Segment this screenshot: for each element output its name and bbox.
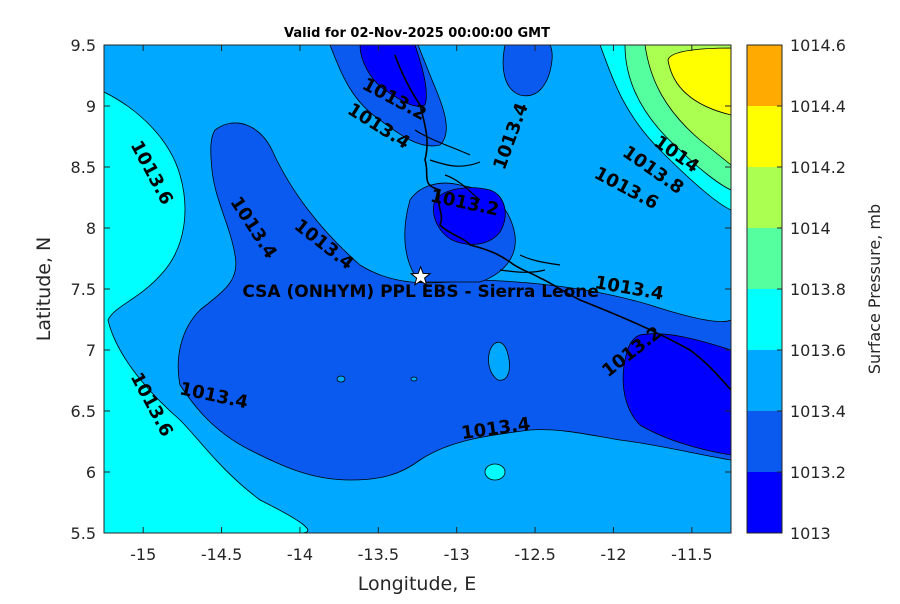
contour-field <box>104 45 731 533</box>
site-label: CSA (ONHYM) PPL EBS - Sierra Leone <box>242 282 599 302</box>
star-icon <box>409 265 432 287</box>
band-1013-2-to-1013-4-n-blob <box>502 45 553 97</box>
y-axis: 5.5 6 6.5 7 7.5 8 8.5 9 9.5 <box>71 36 731 543</box>
band-1013-to-1013-2-north <box>359 45 427 107</box>
colorbar-swatch <box>747 106 782 167</box>
y-tick-label: 8.5 <box>71 158 96 177</box>
colorbar-tick-label: 1014.4 <box>790 97 846 116</box>
band-1013-2-to-1013-4-lobe <box>177 122 731 481</box>
colorbar-tick-label: 1014 <box>790 219 831 238</box>
y-tick-label: 5.5 <box>71 524 96 543</box>
x-tick-label: -15 <box>130 545 156 564</box>
x-tick-label: -11.5 <box>671 545 712 564</box>
x-tick-label: -13 <box>444 545 470 564</box>
colorbar-tick-label: 1013.6 <box>790 341 846 360</box>
colorbar-tick-label: 1013.8 <box>790 280 846 299</box>
x-tick-label: -14.5 <box>201 545 242 564</box>
band-1013-4-to-1013-6-west <box>104 91 309 533</box>
y-tick-label: 8 <box>86 219 96 238</box>
x-tick-label: -13.5 <box>358 545 399 564</box>
x-axis-label: Longitude, E <box>358 573 477 595</box>
band-1013-to-1013-2-center <box>433 187 506 245</box>
y-tick-label: 6.5 <box>71 402 96 421</box>
x-tick-label: -12 <box>600 545 626 564</box>
band-island-4 <box>410 376 418 382</box>
coastline-details <box>414 129 561 273</box>
band-island-2 <box>484 463 506 481</box>
colorbar-tick-label: 1013.2 <box>790 463 846 482</box>
coastline <box>394 54 731 391</box>
y-tick-label: 7 <box>86 341 96 360</box>
colorbar-label: Surface Pressure, mb <box>865 204 884 374</box>
colorbar-swatch <box>747 289 782 350</box>
colorbar-tick-label: 1013 <box>790 524 831 543</box>
x-axis: -15 -14.5 -14 -13.5 -13 -12.5 -12 -11.5 <box>130 45 713 564</box>
y-axis-label: Latitude, N <box>33 237 55 342</box>
colorbar-swatch <box>747 472 782 533</box>
colorbar-swatch <box>747 350 782 411</box>
site-group: CSA (ONHYM) PPL EBS - Sierra Leone <box>242 265 599 302</box>
y-tick-label: 9.5 <box>71 36 96 55</box>
y-tick-label: 6 <box>86 463 96 482</box>
y-tick-label: 9 <box>86 97 96 116</box>
colorbar-tick-label: 1014.6 <box>790 36 846 55</box>
colorbar-tick-label: 1013.4 <box>790 402 846 421</box>
x-tick-label: -12.5 <box>514 545 555 564</box>
band-island-3 <box>336 375 346 383</box>
band-1013-to-1013-2-se <box>622 333 731 456</box>
y-tick-label: 7.5 <box>71 280 96 299</box>
colorbar: 1013 1013.2 1013.4 1013.6 1013.8 1014 1014.2 10… <box>746 36 846 543</box>
colorbar-swatch <box>747 228 782 289</box>
colorbar-swatch <box>747 45 782 106</box>
colorbar-swatch <box>747 411 782 472</box>
colorbar-swatch <box>747 167 782 228</box>
band-1014-to-1014-2 <box>667 47 731 116</box>
band-island-1 <box>488 341 510 381</box>
map-title: Valid for 02-Nov-2025 00:00:00 GMT <box>284 26 550 41</box>
colorbar-tick-label: 1014.2 <box>790 158 846 177</box>
x-tick-label: -14 <box>287 545 313 564</box>
